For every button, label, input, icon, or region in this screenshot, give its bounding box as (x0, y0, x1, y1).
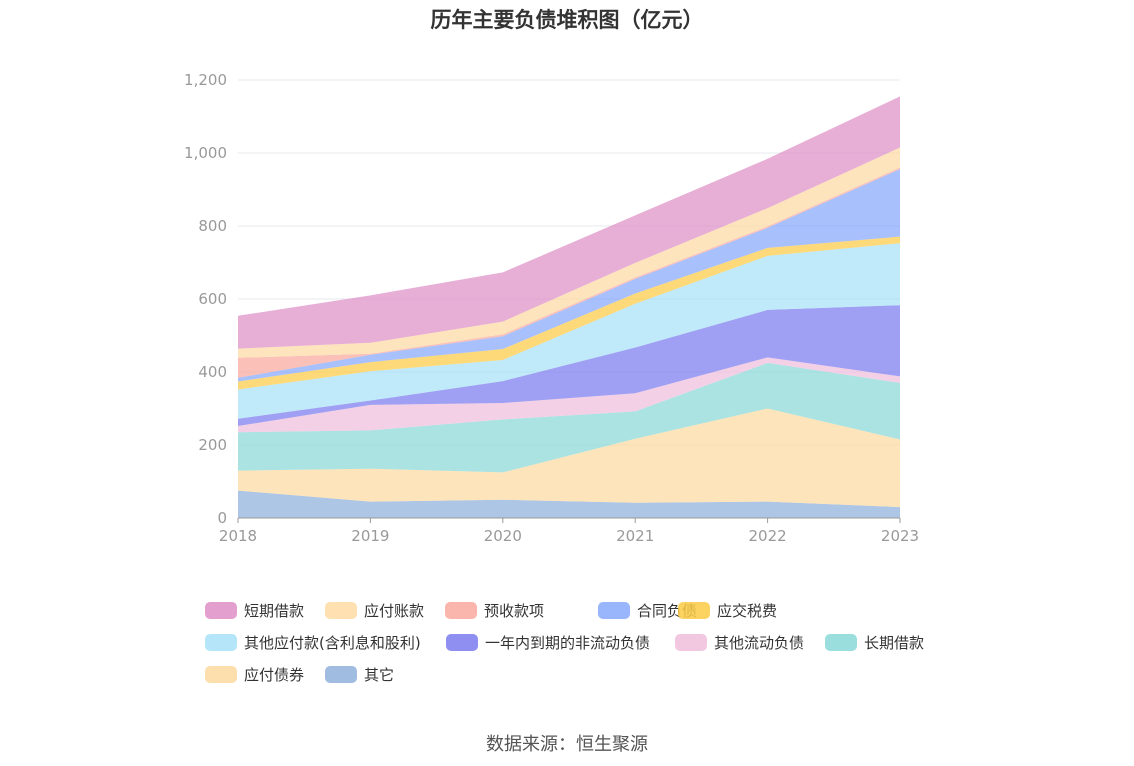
y-tick-label: 1,200 (184, 71, 227, 89)
area-series-其他应付款(含利息和股利) (238, 243, 900, 419)
legend-label: 短期借款 (244, 602, 305, 620)
legend-swatch (445, 602, 477, 619)
area-series-长期借款 (238, 362, 900, 473)
legend-swatch (205, 634, 237, 651)
y-tick-label: 800 (198, 217, 227, 235)
x-tick-label: 2019 (351, 527, 389, 545)
legend-label: 其他应付款(含利息和股利) (244, 634, 421, 652)
legend-item[interactable]: 长期借款 (825, 632, 924, 653)
y-tick-label: 200 (198, 436, 227, 454)
legend-item[interactable]: 预收款项 (445, 600, 544, 621)
y-tick-label: 400 (198, 363, 227, 381)
y-tick-label: 1,000 (184, 144, 227, 162)
y-tick-label: 0 (217, 509, 227, 527)
area-series-应付债券 (238, 408, 900, 508)
legend-label: 长期借款 (864, 634, 925, 652)
area-series-其它 (238, 490, 900, 518)
legend-swatch (678, 602, 710, 619)
area-series-预收款项 (238, 167, 900, 378)
data-source-note: 数据来源：恒生聚源 (486, 734, 648, 755)
legend-swatch (205, 666, 237, 683)
legend-swatch (446, 634, 478, 651)
y-tick-label: 600 (198, 290, 227, 308)
area-series-其他流动负债 (238, 357, 900, 433)
x-tick-label: 2022 (749, 527, 787, 545)
legend-item[interactable]: 一年内到期的非流动负债 (446, 632, 650, 653)
legend-item[interactable]: 应交税费 (678, 600, 777, 621)
legend-item[interactable]: 其他应付款(含利息和股利) (205, 632, 421, 653)
chart-title: 历年主要负债堆积图（亿元） (430, 8, 704, 32)
legend-swatch (325, 666, 357, 683)
x-tick-label: 2020 (484, 527, 522, 545)
legend-swatch (675, 634, 707, 651)
x-tick-label: 2023 (881, 527, 919, 545)
x-tick-label: 2021 (616, 527, 654, 545)
legend-swatch (205, 602, 237, 619)
legend-item[interactable]: 其他流动负债 (675, 632, 804, 653)
legend-label: 其他流动负债 (714, 634, 805, 652)
area-series-短期借款 (238, 96, 900, 349)
legend-swatch (598, 602, 630, 619)
legend-item[interactable]: 应付账款 (325, 600, 424, 621)
legend-label: 应交税费 (717, 602, 778, 620)
legend-item[interactable]: 短期借款 (205, 600, 304, 621)
legend-item[interactable]: 应付债券 (205, 664, 304, 685)
legend-label: 应付账款 (364, 602, 425, 620)
legend-label: 预收款项 (484, 602, 545, 620)
legend-item[interactable]: 其它 (325, 664, 394, 685)
area-series-应交税费 (238, 236, 900, 390)
area-series-一年内到期的非流动负债 (238, 305, 900, 426)
legend-label: 其它 (364, 666, 395, 684)
legend-label: 应付债券 (244, 666, 305, 684)
legend-swatch (825, 634, 857, 651)
legend-swatch (325, 602, 357, 619)
x-tick-label: 2018 (219, 527, 257, 545)
legend-label: 一年内到期的非流动负债 (485, 634, 651, 652)
